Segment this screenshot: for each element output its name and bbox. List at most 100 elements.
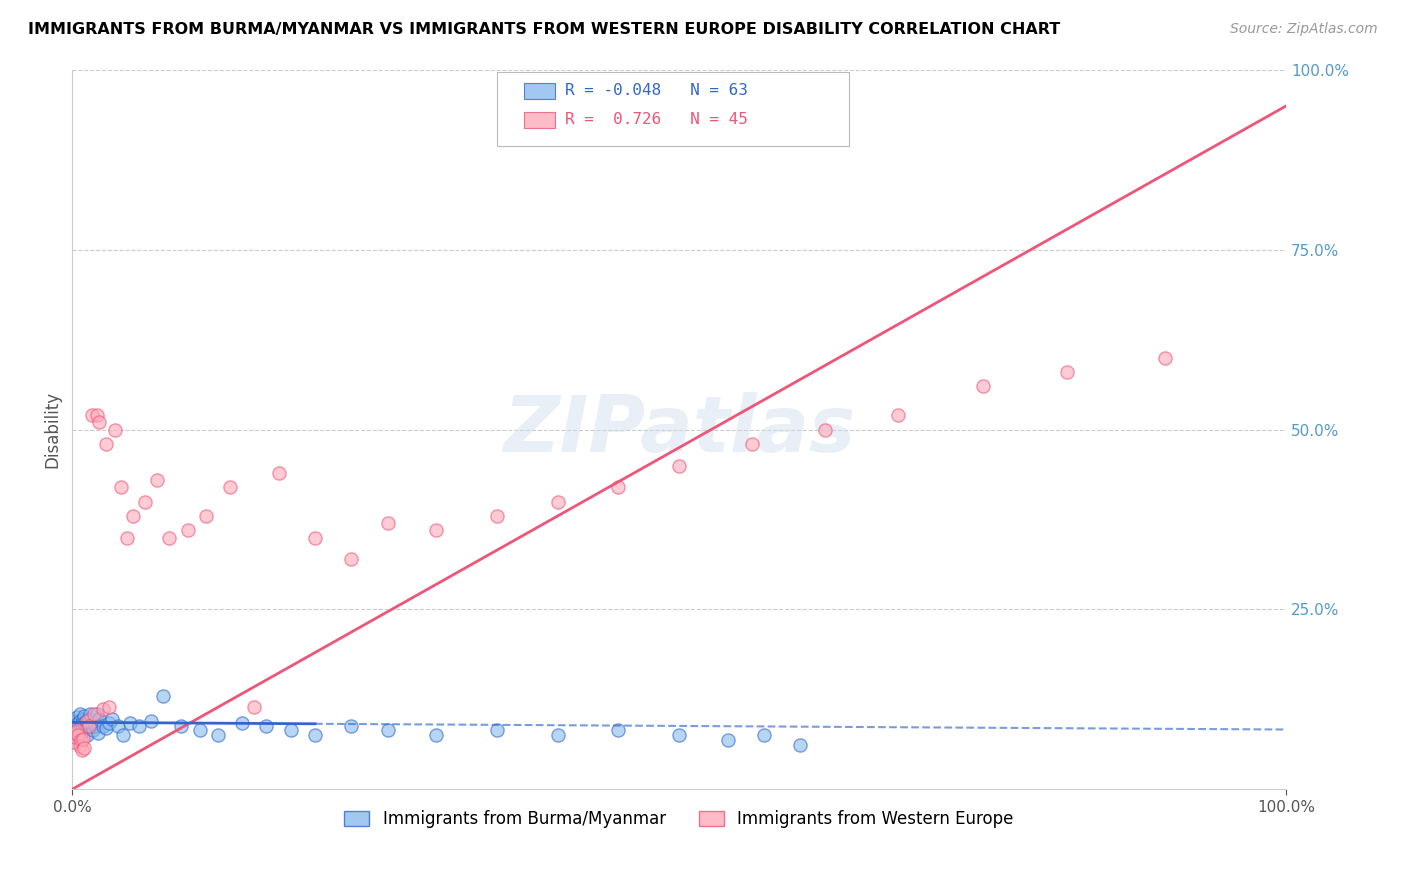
FancyBboxPatch shape [524,112,555,128]
Point [134,494,156,508]
Point [83,706,105,721]
Point [72,719,94,733]
Point [75,714,97,728]
Point [814,423,837,437]
Point [87,712,110,726]
Point [69,733,91,747]
Point [752,728,775,742]
Point [96,437,118,451]
Point [65,728,87,742]
Point [67,728,90,742]
Point [717,733,740,747]
Point [112,728,135,742]
Point [886,409,908,423]
Point [65,721,87,735]
Point [176,524,198,538]
Point [66,723,89,738]
Point [107,719,129,733]
Point [377,516,399,530]
Point [304,531,326,545]
Text: IMMIGRANTS FROM BURMA/MYANMAR VS IMMIGRANTS FROM WESTERN EUROPE DISABILITY CORRE: IMMIGRANTS FROM BURMA/MYANMAR VS IMMIGRA… [28,22,1060,37]
Point [1056,365,1078,379]
Point [280,723,302,738]
Point [86,706,108,721]
Point [304,728,326,742]
Point [425,728,447,742]
Point [77,719,100,733]
Point [73,709,96,723]
Point [69,719,91,733]
Point [194,508,217,523]
Point [70,723,93,738]
Point [110,480,132,494]
Point [425,524,447,538]
Point [73,716,96,731]
Point [96,721,118,735]
Point [741,437,763,451]
Legend: Immigrants from Burma/Myanmar, Immigrants from Western Europe: Immigrants from Burma/Myanmar, Immigrant… [337,804,1021,835]
Point [63,724,86,739]
Point [207,728,229,742]
Point [547,728,569,742]
FancyBboxPatch shape [524,83,555,99]
Point [76,714,98,728]
Point [122,508,145,523]
Point [84,719,107,733]
Point [152,689,174,703]
Point [62,735,84,749]
Point [87,416,110,430]
Point [340,719,363,733]
Point [67,726,90,740]
Point [86,409,108,423]
Point [69,714,91,728]
Point [80,719,103,733]
Point [607,480,630,494]
Point [170,719,193,733]
Point [668,728,690,742]
Point [146,473,169,487]
Point [69,739,91,753]
Point [972,379,994,393]
Text: Source: ZipAtlas.com: Source: ZipAtlas.com [1230,22,1378,37]
Point [267,466,290,480]
Point [76,719,98,733]
Point [139,714,162,728]
Point [128,719,150,733]
Point [254,719,277,733]
Point [66,719,89,733]
Point [789,738,811,752]
Point [1153,351,1175,365]
Point [115,531,138,545]
Point [70,716,93,731]
Point [668,458,690,473]
Point [65,726,87,740]
Point [120,716,142,731]
Point [243,699,266,714]
Point [188,723,211,738]
Point [91,701,114,715]
Point [72,712,94,726]
Point [377,723,399,738]
Point [63,717,86,731]
Point [219,480,242,494]
Point [82,723,104,738]
Point [73,740,96,755]
Point [97,699,120,714]
Point [72,731,94,746]
Point [104,423,127,437]
Point [66,710,89,724]
Point [67,716,90,731]
Point [62,721,84,735]
Point [340,552,363,566]
Point [83,716,105,731]
Point [231,716,253,731]
Point [65,714,87,728]
Point [97,716,120,731]
Point [79,706,101,721]
Point [157,531,180,545]
Point [70,742,93,756]
Point [77,716,100,731]
Point [486,508,509,523]
Point [75,721,97,735]
Point [69,726,91,740]
